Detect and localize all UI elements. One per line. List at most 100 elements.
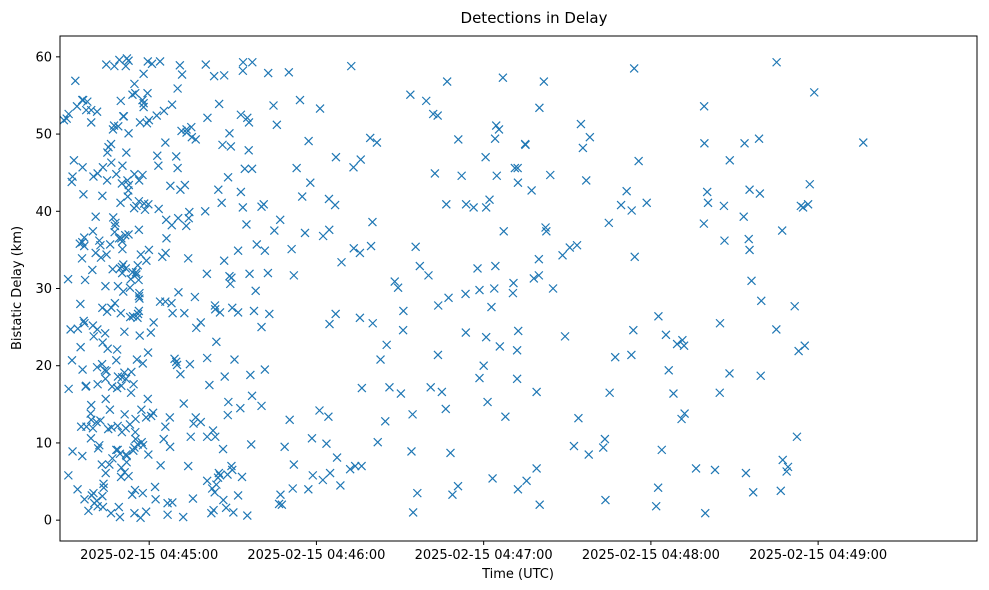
data-point: [168, 308, 178, 318]
data-point: [73, 324, 83, 334]
data-point: [304, 136, 314, 146]
data-point: [211, 480, 221, 490]
data-point: [558, 250, 567, 260]
data-point: [110, 298, 120, 308]
data-point: [357, 461, 367, 471]
data-point: [86, 105, 96, 115]
data-point: [475, 285, 484, 295]
data-point: [771, 325, 781, 334]
data-point: [108, 213, 118, 222]
data-point: [116, 233, 126, 243]
data-point: [366, 241, 376, 251]
data-point: [433, 350, 443, 360]
data-point: [78, 365, 88, 375]
data-point: [442, 77, 452, 86]
data-point: [368, 217, 377, 227]
y-tick-label: 0: [44, 514, 52, 529]
data-point: [73, 484, 82, 494]
data-point: [322, 439, 331, 449]
data-point: [86, 400, 96, 410]
x-axis-label: Time (UTC): [481, 567, 554, 582]
data-point: [129, 508, 139, 518]
data-point: [651, 501, 661, 511]
data-point: [102, 175, 112, 185]
data-point: [509, 278, 518, 288]
data-point: [285, 415, 295, 425]
data-point: [80, 275, 90, 285]
data-point: [238, 66, 248, 76]
data-point: [89, 331, 99, 341]
data-point: [494, 125, 504, 134]
data-point: [116, 308, 126, 318]
data-point: [104, 460, 114, 469]
data-point: [481, 152, 491, 162]
data-point: [125, 312, 135, 322]
data-point: [143, 88, 152, 98]
data-point: [233, 246, 243, 256]
data-point: [211, 337, 221, 347]
data-point: [210, 432, 220, 442]
data-point: [150, 482, 160, 492]
data-point: [175, 60, 185, 70]
data-point: [280, 442, 290, 452]
data-point: [160, 138, 170, 147]
data-point: [411, 242, 421, 252]
data-point: [134, 175, 144, 185]
data-point: [59, 115, 69, 125]
data-point: [858, 138, 868, 147]
data-point: [778, 455, 788, 465]
data-point: [488, 474, 498, 483]
data-point: [264, 309, 274, 319]
data-point: [628, 325, 638, 335]
data-point: [739, 212, 749, 222]
data-point: [315, 104, 325, 114]
data-point: [257, 322, 266, 332]
data-point: [700, 508, 710, 518]
data-point: [740, 138, 749, 148]
data-point: [134, 196, 144, 206]
data-point: [114, 233, 124, 243]
data-point: [184, 207, 194, 217]
data-point: [677, 414, 686, 424]
x-tick-label: 2025-02-15 04:49:00: [749, 548, 887, 563]
data-point: [136, 250, 146, 259]
data-point: [180, 180, 190, 190]
data-point: [112, 383, 122, 393]
data-point: [124, 128, 133, 138]
data-point: [101, 60, 111, 69]
data-point: [489, 284, 499, 293]
data-point: [610, 352, 620, 362]
data-point: [67, 355, 77, 365]
data-point: [72, 101, 82, 111]
data-point: [560, 331, 570, 341]
data-point: [144, 245, 154, 255]
data-point: [289, 460, 299, 469]
data-point: [242, 511, 252, 520]
data-point: [66, 325, 76, 334]
data-point: [244, 145, 254, 155]
data-point: [297, 192, 307, 202]
data-point: [64, 109, 74, 119]
data-point: [790, 301, 800, 311]
data-point: [303, 484, 313, 494]
data-point: [702, 187, 712, 197]
plot-area: [60, 36, 977, 541]
data-point: [91, 212, 101, 222]
data-point: [155, 297, 165, 307]
data-point: [529, 274, 539, 283]
data-point: [89, 488, 98, 498]
data-point: [226, 141, 236, 151]
data-point: [196, 318, 206, 327]
data-point: [227, 303, 237, 313]
data-point: [323, 412, 333, 422]
data-point: [242, 219, 251, 229]
data-point: [657, 445, 667, 455]
data-point: [87, 265, 97, 275]
data-point: [121, 148, 131, 158]
data-point: [661, 330, 671, 340]
data-point: [512, 345, 522, 355]
data-points: [59, 53, 868, 523]
data-point: [113, 445, 123, 455]
data-point: [104, 142, 113, 152]
